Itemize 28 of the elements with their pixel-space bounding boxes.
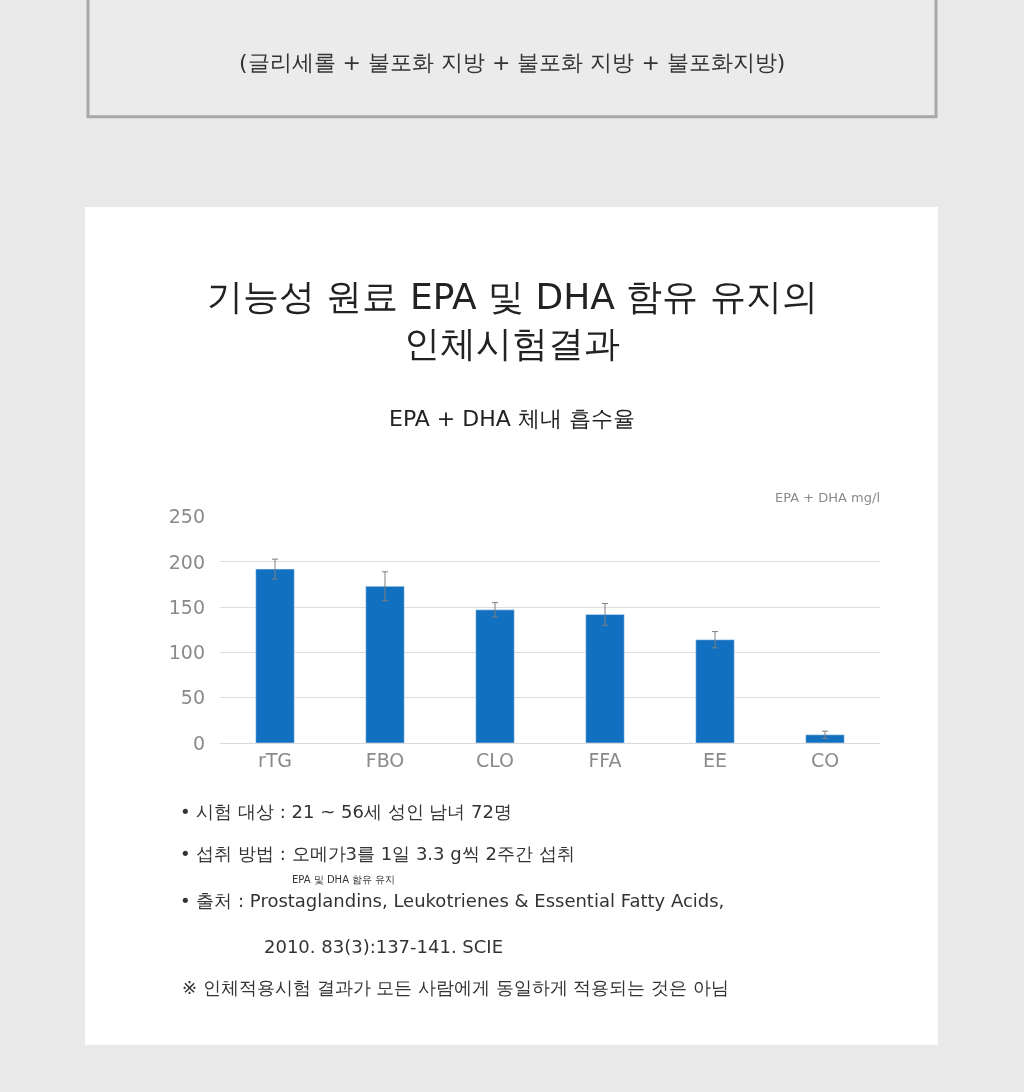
chart-title: 기능성 원료 EPA 및 DHA 함유 유지의 인체시험결과 bbox=[207, 276, 818, 364]
text: 2010. 83(3):137-141. SCIE bbox=[264, 936, 504, 957]
x-tick-label: rTG bbox=[257, 748, 293, 771]
bar bbox=[475, 609, 515, 743]
bar bbox=[585, 614, 625, 743]
bar bbox=[805, 734, 845, 743]
bar bbox=[255, 568, 295, 743]
y-tick-label: 50 bbox=[180, 686, 205, 709]
text: • 시험 대상 : 21 ~ 56세 성인 남녀 72명 bbox=[180, 801, 512, 822]
chart-subtitle: EPA + DHA 체내 흡수율 bbox=[389, 406, 635, 431]
y-axis-title: EPA + DHA mg/l bbox=[775, 490, 880, 505]
text: • 섭취 방법 : 오메가3를 1일 3.3 g씩 2주간 섭취 bbox=[180, 843, 575, 864]
x-tick-label: CO bbox=[810, 748, 840, 771]
text: • 출처 : Prostaglandins, Leukotrienes & Essential Fatty Acids, bbox=[180, 890, 725, 911]
y-tick-label: 200 bbox=[168, 550, 205, 573]
text: (글리세롤 + 불포화 지방 + 불포화 지방 + 불포화지방) bbox=[239, 50, 786, 75]
x-tick-label: CLO bbox=[475, 748, 515, 771]
bar bbox=[695, 639, 735, 743]
bar bbox=[365, 586, 405, 743]
y-tick-label: 100 bbox=[168, 641, 205, 664]
y-tick-label: 250 bbox=[168, 505, 205, 528]
text: EPA 및 DHA 함유 유지 bbox=[292, 874, 396, 885]
x-tick-label: FBO bbox=[365, 748, 405, 771]
y-tick-label: 150 bbox=[168, 595, 205, 618]
x-tick-label: EE bbox=[702, 748, 728, 771]
text: ※ 인체적용시험 결과가 모든 사람에게 동일하게 적용되는 것은 아님 bbox=[182, 977, 729, 998]
y-tick-label: 0 bbox=[192, 731, 205, 754]
x-tick-label: FFA bbox=[588, 748, 622, 771]
